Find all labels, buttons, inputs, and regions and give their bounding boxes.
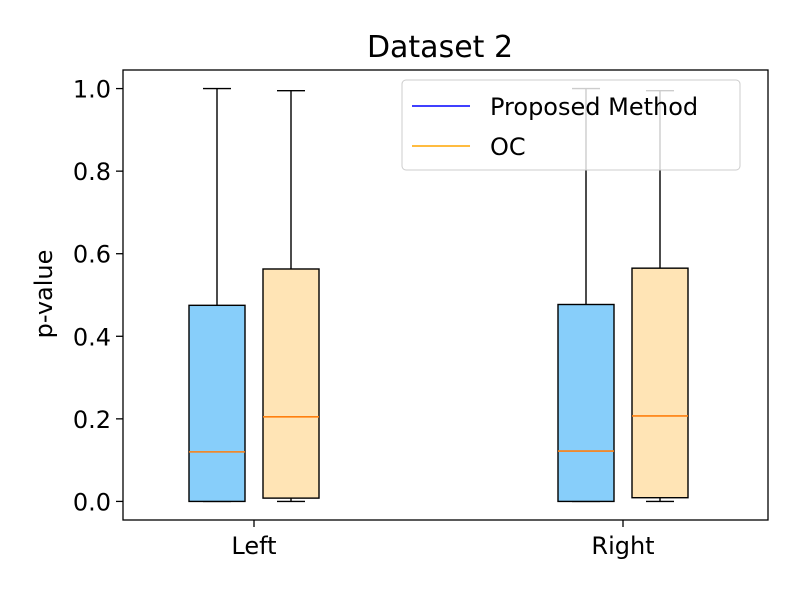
box-iqr: [262, 268, 320, 499]
legend-label: Proposed Method: [490, 93, 698, 121]
y-tick-label: 0.4: [73, 323, 111, 351]
y-axis-label: p-value: [30, 250, 58, 339]
box-oc-left: [262, 89, 320, 503]
y-tick-label: 0.0: [73, 488, 111, 516]
legend: Proposed Method OC: [401, 79, 741, 171]
x-tick-label: Left: [231, 532, 276, 560]
y-tick-label: 0.6: [73, 241, 111, 269]
chart-title: Dataset 2: [367, 30, 513, 65]
x-tick-label: Right: [591, 532, 654, 560]
y-tick-label: 0.8: [73, 158, 111, 186]
box-iqr: [557, 303, 615, 503]
box-iqr: [188, 304, 246, 503]
legend-frame: [401, 79, 741, 171]
plot-frame: [122, 69, 769, 521]
box-proposed-method-left: [188, 87, 246, 503]
box-iqr: [631, 267, 689, 499]
legend-label: OC: [490, 133, 526, 161]
y-tick-label: 0.2: [73, 406, 111, 434]
y-tick-label: 1.0: [73, 76, 111, 104]
